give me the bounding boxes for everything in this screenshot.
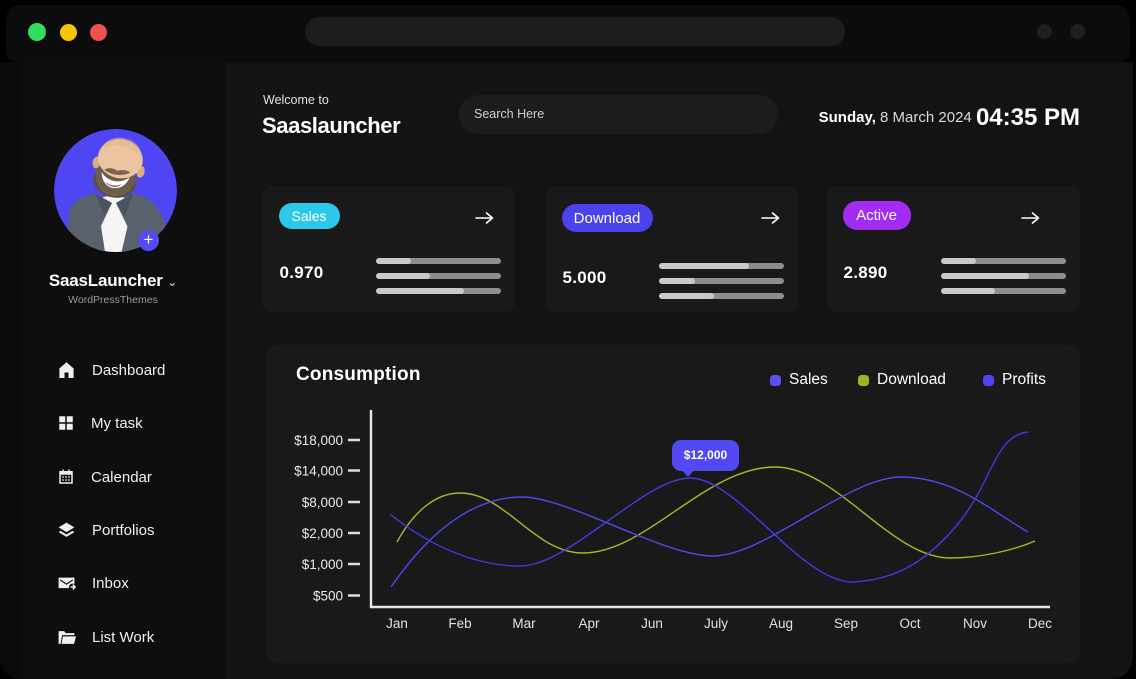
svg-text:$1,000: $1,000 (302, 557, 343, 572)
svg-text:Sep: Sep (834, 616, 858, 631)
svg-text:$2,000: $2,000 (302, 526, 343, 541)
svg-text:July: July (704, 616, 728, 631)
svg-text:Aug: Aug (769, 616, 793, 631)
svg-text:$500: $500 (313, 589, 343, 604)
svg-text:Apr: Apr (578, 616, 600, 631)
svg-text:Jan: Jan (386, 616, 408, 631)
svg-text:Oct: Oct (899, 616, 920, 631)
svg-text:Mar: Mar (512, 616, 536, 631)
svg-text:Dec: Dec (1028, 616, 1052, 631)
svg-text:$14,000: $14,000 (294, 464, 343, 479)
svg-text:Nov: Nov (963, 616, 987, 631)
svg-text:Feb: Feb (448, 616, 471, 631)
svg-text:$8,000: $8,000 (302, 495, 343, 510)
svg-text:$18,000: $18,000 (294, 433, 343, 448)
svg-text:Jun: Jun (641, 616, 663, 631)
